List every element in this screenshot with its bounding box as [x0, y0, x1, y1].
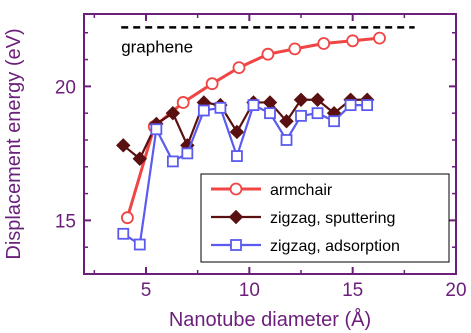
point-zigzag-sputtering-1 [132, 151, 148, 166]
point-zigzag-sputtering-legend-1 [228, 209, 244, 225]
point-armchair-5 [261, 47, 275, 61]
point-zigzag-adsorption-15 [361, 99, 374, 112]
point-zigzag-sputtering-11 [293, 92, 309, 107]
point-armchair-2 [176, 96, 190, 109]
y-tick-label-15: 15 [55, 211, 76, 232]
point-zigzag-adsorption-2 [150, 123, 163, 136]
point-zigzag-adsorption-7 [231, 150, 243, 162]
y-tick-label-20: 20 [55, 77, 76, 98]
x-tick-label-10: 10 [239, 280, 260, 301]
point-zigzag-adsorption-12 [311, 107, 324, 120]
series-line [122, 103, 368, 247]
x-tick-label-15: 15 [342, 280, 363, 301]
x-axis-title: Nanotube diameter (Å) [169, 308, 371, 331]
point-armchair-7 [317, 37, 331, 50]
series-line [122, 98, 368, 161]
x-tick-label-5: 5 [141, 280, 152, 301]
point-armchair-0 [121, 211, 134, 225]
point-zigzag-adsorption-6 [214, 101, 227, 114]
point-zigzag-sputtering-7 [229, 124, 245, 140]
point-zigzag-adsorption-13 [328, 115, 340, 128]
x-tick-label-20: 20 [445, 280, 466, 301]
point-zigzag-sputtering-10 [279, 114, 294, 129]
point-zigzag-adsorption-14 [344, 99, 357, 112]
graphene-label: graphene [121, 37, 193, 56]
point-armchair-4 [232, 61, 246, 75]
legend-label-1: zigzag, sputtering [270, 210, 395, 227]
point-armchair-3 [205, 77, 219, 91]
legend-label-2: zigzag, adsorption [270, 238, 400, 255]
point-zigzag-adsorption-11 [295, 109, 307, 122]
series-zigzag-adsorption [117, 99, 374, 251]
point-armchair-8 [346, 34, 360, 48]
point-armchair-9 [373, 31, 386, 45]
point-zigzag-sputtering-12 [310, 92, 325, 107]
point-zigzag-sputtering-3 [165, 105, 181, 121]
point-zigzag-sputtering-0 [116, 138, 131, 153]
point-armchair-legend-0 [229, 182, 243, 196]
y-axis-title: Displacement energy (eV) [3, 28, 25, 259]
point-zigzag-adsorption-9 [264, 107, 276, 120]
point-zigzag-adsorption-8 [247, 99, 260, 112]
plot-frame [83, 13, 457, 275]
point-zigzag-adsorption-0 [117, 227, 130, 240]
point-zigzag-adsorption-5 [197, 104, 210, 117]
point-zigzag-adsorption-3 [166, 155, 179, 168]
point-zigzag-adsorption-4 [181, 147, 194, 160]
point-armchair-6 [288, 42, 302, 56]
point-zigzag-adsorption-10 [280, 134, 293, 146]
point-zigzag-adsorption-legend-2 [230, 239, 242, 251]
legend-label-0: armchair [270, 182, 333, 199]
point-zigzag-adsorption-1 [133, 238, 146, 251]
